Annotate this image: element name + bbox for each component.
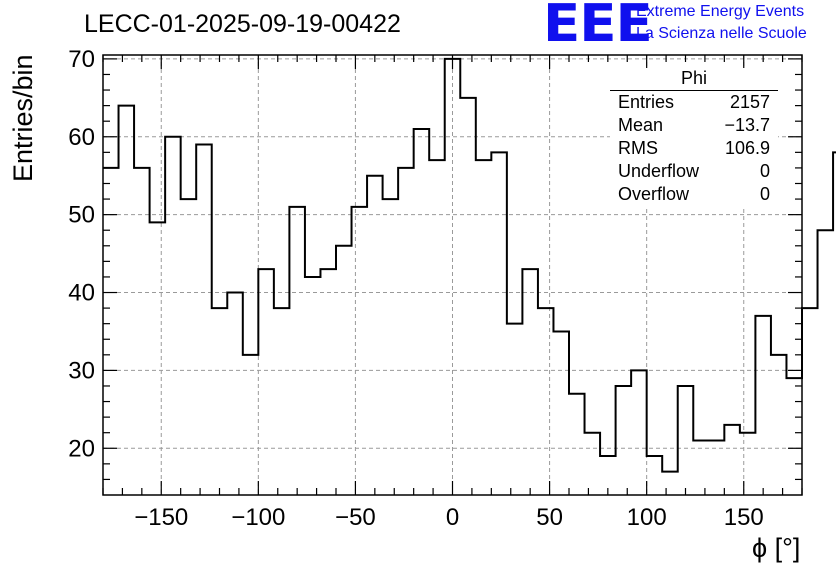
histogram-bin: [414, 129, 430, 495]
histogram-bin: [445, 59, 461, 495]
histogram-bin: [181, 199, 197, 495]
histogram-bin: [786, 378, 802, 495]
logo-text-line1: Extreme Energy Events: [636, 3, 805, 20]
stats-row-rms: RMS 106.9: [618, 138, 770, 160]
stats-title: Phi: [680, 68, 707, 88]
histogram-bin: [352, 207, 368, 495]
histogram-bin: [336, 246, 352, 495]
histogram-bin: [678, 386, 694, 495]
eee-logo: EEE: [543, 0, 653, 54]
y-tick-label: 60: [68, 124, 95, 151]
stats-row-overflow: Overflow 0: [618, 184, 770, 206]
x-tick-label: −100: [231, 504, 285, 531]
histogram-bin: [367, 176, 383, 495]
histogram-bin: [740, 433, 756, 495]
histogram-bin: [771, 355, 787, 495]
histogram-bin: [305, 277, 321, 495]
x-tick-label: 150: [724, 504, 764, 531]
stats-value: 2157: [729, 92, 770, 112]
histogram-bin: [134, 168, 150, 495]
logo-text-line2: La Scienza nelle Scuole: [636, 25, 807, 42]
y-tick-label: 40: [68, 280, 95, 307]
histogram-bin: [119, 106, 135, 495]
axis-tick-labels: −150 −100 −50 0 50 100 150 20 30 40 50 60 70: [68, 46, 763, 531]
stats-key: Overflow: [618, 184, 690, 204]
histogram-line: [103, 57, 836, 473]
histogram-bin: [243, 355, 259, 495]
histogram-bin: [538, 308, 554, 495]
histogram-bin: [569, 394, 585, 495]
histogram-bin: [258, 269, 274, 495]
axis-ticks: [102, 55, 803, 495]
stats-row-entries: Entries 2157: [618, 92, 770, 114]
stats-value: 0: [759, 161, 770, 181]
histogram-bin: [227, 293, 243, 495]
histogram-bin: [507, 324, 523, 495]
histogram-bin: [460, 98, 476, 495]
histogram-bin: [398, 168, 414, 495]
stats-row-underflow: Underflow 0: [618, 161, 770, 183]
stats-key: RMS: [618, 138, 658, 158]
y-tick-label: 70: [68, 46, 95, 73]
histogram-bin: [320, 269, 336, 495]
stats-value: 106.9: [724, 138, 770, 158]
histogram-bin: [103, 168, 119, 495]
histogram-bin: [196, 145, 212, 495]
histogram-bin: [662, 472, 678, 495]
stats-value: −13.7: [724, 115, 770, 135]
stats-value: 0: [759, 184, 770, 204]
y-tick-label: 30: [68, 357, 95, 384]
stats-box: Phi Entries 2157 Mean −13.7 RMS 106.9 Un…: [610, 68, 778, 208]
chart-title: LECC-01-2025-09-19-00422: [84, 10, 401, 38]
histogram-bin: [553, 331, 569, 495]
histogram-bin: [429, 160, 445, 495]
y-tick-label: 20: [68, 435, 95, 462]
histogram-bin: [724, 425, 740, 495]
histogram-bin: [274, 308, 290, 495]
x-axis-label: ϕ [°]: [752, 533, 801, 563]
stats-row-mean: Mean −13.7: [618, 115, 770, 137]
histogram-bin: [693, 440, 709, 495]
histogram-bin: [755, 316, 771, 495]
histogram-bin: [150, 222, 166, 495]
stats-key: Underflow: [618, 161, 700, 181]
histogram-bin: [212, 308, 228, 495]
stats-key: Mean: [618, 115, 664, 135]
stats-divider: [610, 90, 778, 91]
histogram-bin: [522, 269, 538, 495]
x-tick-label: 0: [446, 504, 459, 531]
stats-key: Entries: [618, 92, 675, 112]
x-tick-label: −50: [335, 504, 376, 531]
histogram-bin: [631, 370, 647, 495]
histogram-bin: [476, 160, 492, 495]
histogram-bin: [647, 456, 663, 495]
histogram-bin: [491, 152, 507, 495]
histogram-bin: [818, 230, 834, 495]
x-tick-label: −150: [134, 504, 188, 531]
histogram-bin: [383, 199, 399, 495]
histogram-series: [103, 57, 836, 495]
x-tick-label: 50: [536, 504, 563, 531]
histogram-bin: [802, 308, 818, 495]
histogram-bin: [709, 440, 725, 495]
histogram-bin: [289, 207, 305, 495]
y-axis-label: Entries/bin: [8, 54, 38, 182]
y-tick-label: 50: [68, 202, 95, 229]
histogram-bin: [616, 386, 632, 495]
histogram-bin: [165, 137, 181, 495]
histogram-bin: [585, 433, 601, 495]
x-tick-label: 100: [627, 504, 667, 531]
